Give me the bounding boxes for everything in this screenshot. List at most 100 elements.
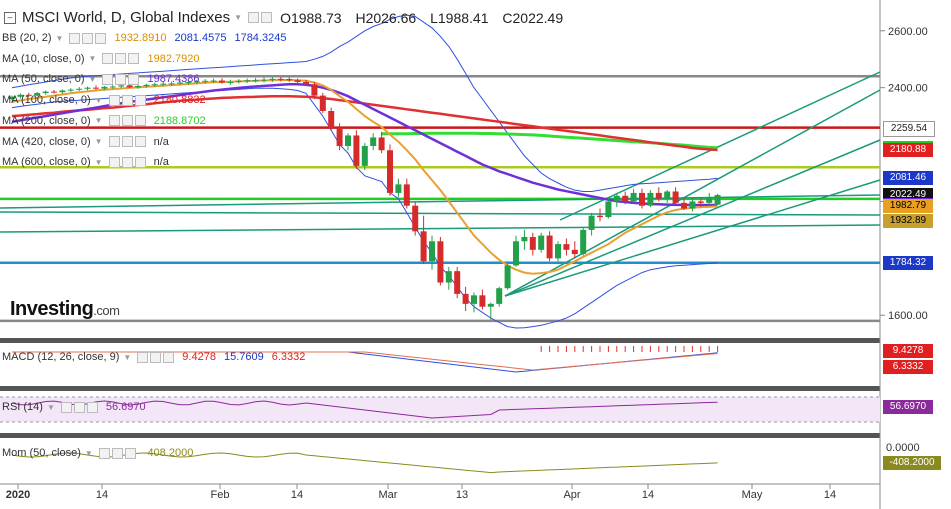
indicator-settings-icon[interactable] — [108, 136, 120, 147]
indicator-visibility-icon[interactable] — [115, 73, 127, 85]
indicator-settings-icon[interactable] — [108, 94, 120, 106]
indicator-close-icon[interactable] — [134, 94, 146, 106]
indicator-label: MA (10, close, 0) — [2, 52, 85, 65]
indicator-close-icon[interactable] — [128, 53, 140, 65]
trend-line — [0, 211, 881, 216]
indicator-visibility-icon[interactable] — [82, 32, 94, 44]
indicator-visibility-icon[interactable] — [121, 94, 133, 106]
indicator-close-icon[interactable] — [95, 32, 107, 44]
indicator-row: MA (600, close, 0) ▼ n/a — [2, 156, 169, 168]
candle-body — [261, 79, 267, 81]
indicator-row: MA (200, close, 0) ▼ 2188.8702 — [2, 115, 206, 127]
candle-body — [487, 303, 494, 307]
mom-dropdown-icon[interactable]: ▼ — [84, 448, 93, 458]
indicator-close-icon[interactable] — [128, 73, 140, 85]
candle-body — [538, 235, 545, 250]
rsi-visibility-icon[interactable] — [73, 401, 85, 413]
indicator-value: n/a — [153, 135, 169, 148]
indicator-value: 1982.7920 — [147, 52, 200, 65]
symbol-header: – MSCI World, D, Global Indexes ▼ O1988.… — [4, 9, 573, 26]
indicator-visibility-icon[interactable] — [121, 136, 133, 147]
macd-visibility-icon[interactable] — [150, 351, 162, 363]
candle-body — [336, 128, 343, 146]
x-tick-label: May — [742, 489, 763, 501]
price-badge: 2180.88 — [883, 142, 933, 157]
candle-body — [328, 110, 335, 129]
indicator-settings-icon[interactable] — [102, 73, 114, 85]
candle-body — [697, 201, 704, 203]
indicator-value: 2188.8702 — [153, 114, 206, 127]
candle-body — [479, 295, 486, 307]
macd-settings-icon[interactable] — [137, 351, 149, 363]
indicator-dropdown-icon[interactable]: ▼ — [88, 74, 97, 84]
candle-body — [521, 237, 528, 242]
visibility-icon[interactable] — [261, 12, 273, 23]
price-badge: 2259.54 — [883, 120, 935, 137]
indicator-visibility-icon[interactable] — [121, 156, 133, 168]
candle-body — [109, 86, 116, 88]
candle-body — [429, 241, 435, 262]
x-tick-label: 14 — [824, 489, 836, 501]
candle-body — [177, 82, 183, 84]
rsi-dropdown-icon[interactable]: ▼ — [46, 402, 55, 412]
macd-close-icon[interactable] — [163, 351, 175, 363]
settings-icon[interactable] — [248, 12, 260, 23]
candle-body — [681, 202, 687, 209]
candle-body — [353, 135, 360, 166]
indicator-dropdown-icon[interactable]: ▼ — [94, 116, 103, 126]
panel-divider — [0, 338, 880, 343]
candle-body — [311, 84, 318, 96]
candle-body — [605, 201, 612, 218]
symbol-dropdown-icon[interactable]: ▼ — [234, 13, 243, 22]
rsi-close-icon[interactable] — [86, 401, 98, 413]
candle-body — [303, 81, 309, 85]
indicator-close-icon[interactable] — [134, 115, 146, 127]
mom-badge: -408.2000 — [883, 456, 941, 470]
indicator-dropdown-icon[interactable]: ▼ — [94, 95, 103, 105]
candle-body — [361, 145, 368, 166]
indicator-settings-icon[interactable] — [108, 156, 120, 168]
x-tick-label: Apr — [563, 489, 580, 501]
y-tick-label: 1600.00 — [888, 310, 928, 322]
indicator-dropdown-icon[interactable]: ▼ — [88, 54, 97, 64]
candle-body — [563, 244, 570, 250]
rsi-header: RSI (14) ▼ 56.6970 — [2, 401, 146, 413]
indicator-label: MA (100, close, 0) — [2, 94, 91, 107]
indicator-close-icon[interactable] — [134, 136, 146, 147]
ma10-line — [11, 79, 718, 275]
candle-body — [185, 81, 192, 83]
x-tick-label: 14 — [96, 489, 108, 501]
candle-body — [706, 197, 713, 203]
rsi-settings-icon[interactable] — [60, 401, 72, 413]
candle-body — [84, 87, 91, 89]
mom-settings-icon[interactable] — [98, 447, 110, 459]
candle-body — [378, 137, 385, 151]
indicator-row: MA (420, close, 0) ▼ n/a — [2, 136, 169, 148]
indicator-settings-icon[interactable] — [102, 53, 114, 65]
indicator-label: MA (200, close, 0) — [2, 114, 91, 127]
indicator-dropdown-icon[interactable]: ▼ — [94, 157, 103, 167]
candle-body — [168, 83, 175, 85]
indicator-settings-icon[interactable] — [108, 115, 120, 127]
macd-dropdown-icon[interactable]: ▼ — [123, 352, 132, 362]
indicator-visibility-icon[interactable] — [115, 53, 127, 65]
indicator-close-icon[interactable] — [134, 156, 146, 168]
indicator-value: 2180.8832 — [153, 94, 206, 107]
indicator-row: MA (50, close, 0) ▼ 1987.4386 — [2, 73, 199, 85]
indicator-settings-icon[interactable] — [69, 32, 81, 44]
collapse-icon[interactable]: – — [4, 11, 16, 24]
investing-logo: Investing.com — [10, 298, 120, 320]
indicator-value: 2081.4575 — [174, 32, 227, 44]
indicator-dropdown-icon[interactable]: ▼ — [55, 33, 64, 43]
candle-body — [42, 91, 49, 94]
indicator-dropdown-icon[interactable]: ▼ — [94, 137, 103, 146]
bb-upper-line — [11, 14, 718, 192]
candle-body — [647, 192, 654, 206]
x-tick-label: 14 — [291, 489, 303, 501]
candle-body — [588, 215, 595, 230]
candle-body — [630, 192, 637, 202]
candle-body — [345, 135, 351, 146]
mom-visibility-icon[interactable] — [111, 447, 123, 459]
indicator-visibility-icon[interactable] — [121, 115, 133, 127]
mom-close-icon[interactable] — [124, 447, 136, 459]
